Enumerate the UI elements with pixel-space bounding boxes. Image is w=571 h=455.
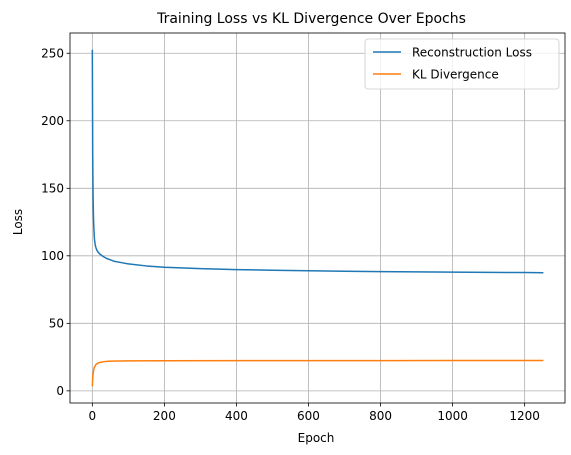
series-line-kl-divergence	[91, 359, 544, 387]
series-line-reconstruction-loss	[91, 49, 544, 274]
y-tick-label: 100	[41, 249, 64, 263]
y-tick-label: 150	[41, 181, 64, 195]
plot-frame	[69, 32, 566, 404]
x-tick-label: 200	[153, 409, 176, 423]
x-tick-label: 1200	[509, 409, 540, 423]
legend-label-reconstruction-loss: Reconstruction Loss	[412, 46, 532, 60]
legend-label-kl-divergence: KL Divergence	[412, 68, 499, 82]
legend: Reconstruction Loss KL Divergence	[364, 38, 560, 90]
x-tick-label: 1000	[437, 409, 468, 423]
x-axis-label: Epoch	[298, 431, 335, 445]
y-tick-label: 50	[49, 316, 64, 330]
chart-title: Training Loss vs KL Divergence Over Epoc…	[156, 11, 466, 27]
y-tick-label: 200	[41, 114, 64, 128]
series-layer	[91, 49, 544, 387]
x-tick-label: 800	[369, 409, 392, 423]
y-tick-label: 250	[41, 46, 64, 60]
tick-layer: 0 200 400 600 800 1000 1200 0 50 100 150 200 250	[41, 46, 540, 423]
x-tick-label: 400	[225, 409, 248, 423]
y-axis-label: Loss	[11, 209, 25, 235]
y-tick-label: 0	[56, 384, 64, 398]
legend-box	[364, 38, 560, 90]
x-tick-label: 600	[297, 409, 320, 423]
x-tick-label: 0	[89, 409, 97, 423]
